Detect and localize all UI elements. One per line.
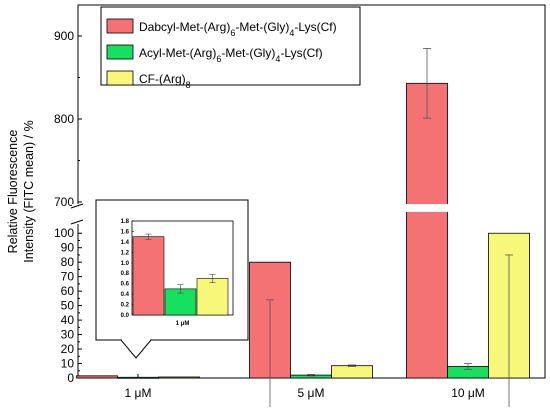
axis-break-gap: [72, 204, 84, 224]
inset-y-tick-label: 1.0: [121, 261, 130, 267]
legend-label: Dabcyl-Met-(Arg)6-Met-(Gly)4-Lys(Cf): [139, 20, 337, 38]
bar: [117, 376, 159, 379]
inset-y-tick-label: 0.2: [121, 303, 130, 309]
y-axis-title-line2: Intensity (FITC mean) / %: [22, 120, 36, 262]
legend-label: Acyl-Met-(Arg)6-Met-(Gly)4-Lys(Cf): [139, 46, 323, 64]
y-tick-label: 800: [54, 112, 74, 126]
legend-box: [100, 6, 361, 86]
legend-label: CF-(Arg)8: [139, 72, 191, 90]
legend-swatch: [106, 44, 134, 60]
inset-bar: [132, 236, 165, 316]
inset-y-tick-label: 0.8: [121, 271, 130, 277]
inset-box: [95, 199, 249, 341]
y-tick-label: 70: [61, 270, 75, 284]
y-tick-label: 20: [61, 342, 75, 356]
legend-swatch: [106, 18, 134, 34]
x-category-label: 10 μM: [451, 386, 485, 400]
y-tick-label: 90: [61, 241, 75, 255]
inset-y-tick-label: 1.6: [121, 229, 130, 235]
y-tick-label: 10: [61, 357, 75, 371]
inset-y-tick-label: 1.4: [121, 240, 130, 246]
inset-bar: [196, 278, 229, 316]
inset-y-tick-label: 0.6: [121, 282, 130, 288]
axis-break-mark: [70, 219, 84, 225]
y-tick-label: 80: [61, 255, 75, 269]
y-tick-label: 30: [61, 328, 75, 342]
y-axis-title-line1: Relative Fluorescence: [6, 130, 20, 254]
bar: [331, 365, 373, 379]
legend-swatch: [106, 70, 134, 86]
inset-category-label: 1 μM: [176, 321, 190, 327]
x-category-label: 5 μM: [298, 386, 325, 400]
x-category-label: 1 μM: [125, 386, 152, 400]
y-tick-label: 900: [54, 29, 74, 43]
y-tick-label: 40: [61, 313, 75, 327]
inset-pointer: [120, 339, 152, 359]
y-tick-label: 50: [61, 299, 75, 313]
inset-y-tick-label: 0.0: [121, 313, 130, 319]
inset-y-tick-label: 0.4: [121, 292, 130, 298]
y-tick-label: 100: [54, 226, 74, 240]
bar-break-gap: [405, 204, 449, 212]
bar: [158, 376, 200, 379]
axis-break-mark: [70, 203, 84, 209]
y-tick-label: 60: [61, 284, 75, 298]
inset-y-tick-label: 1.8: [121, 219, 130, 225]
y-tick-label: 0: [67, 371, 74, 385]
bar: [76, 375, 118, 379]
y-tick-label: 700: [54, 195, 74, 209]
inset-y-tick-label: 1.2: [121, 250, 130, 256]
bar: [406, 82, 448, 379]
